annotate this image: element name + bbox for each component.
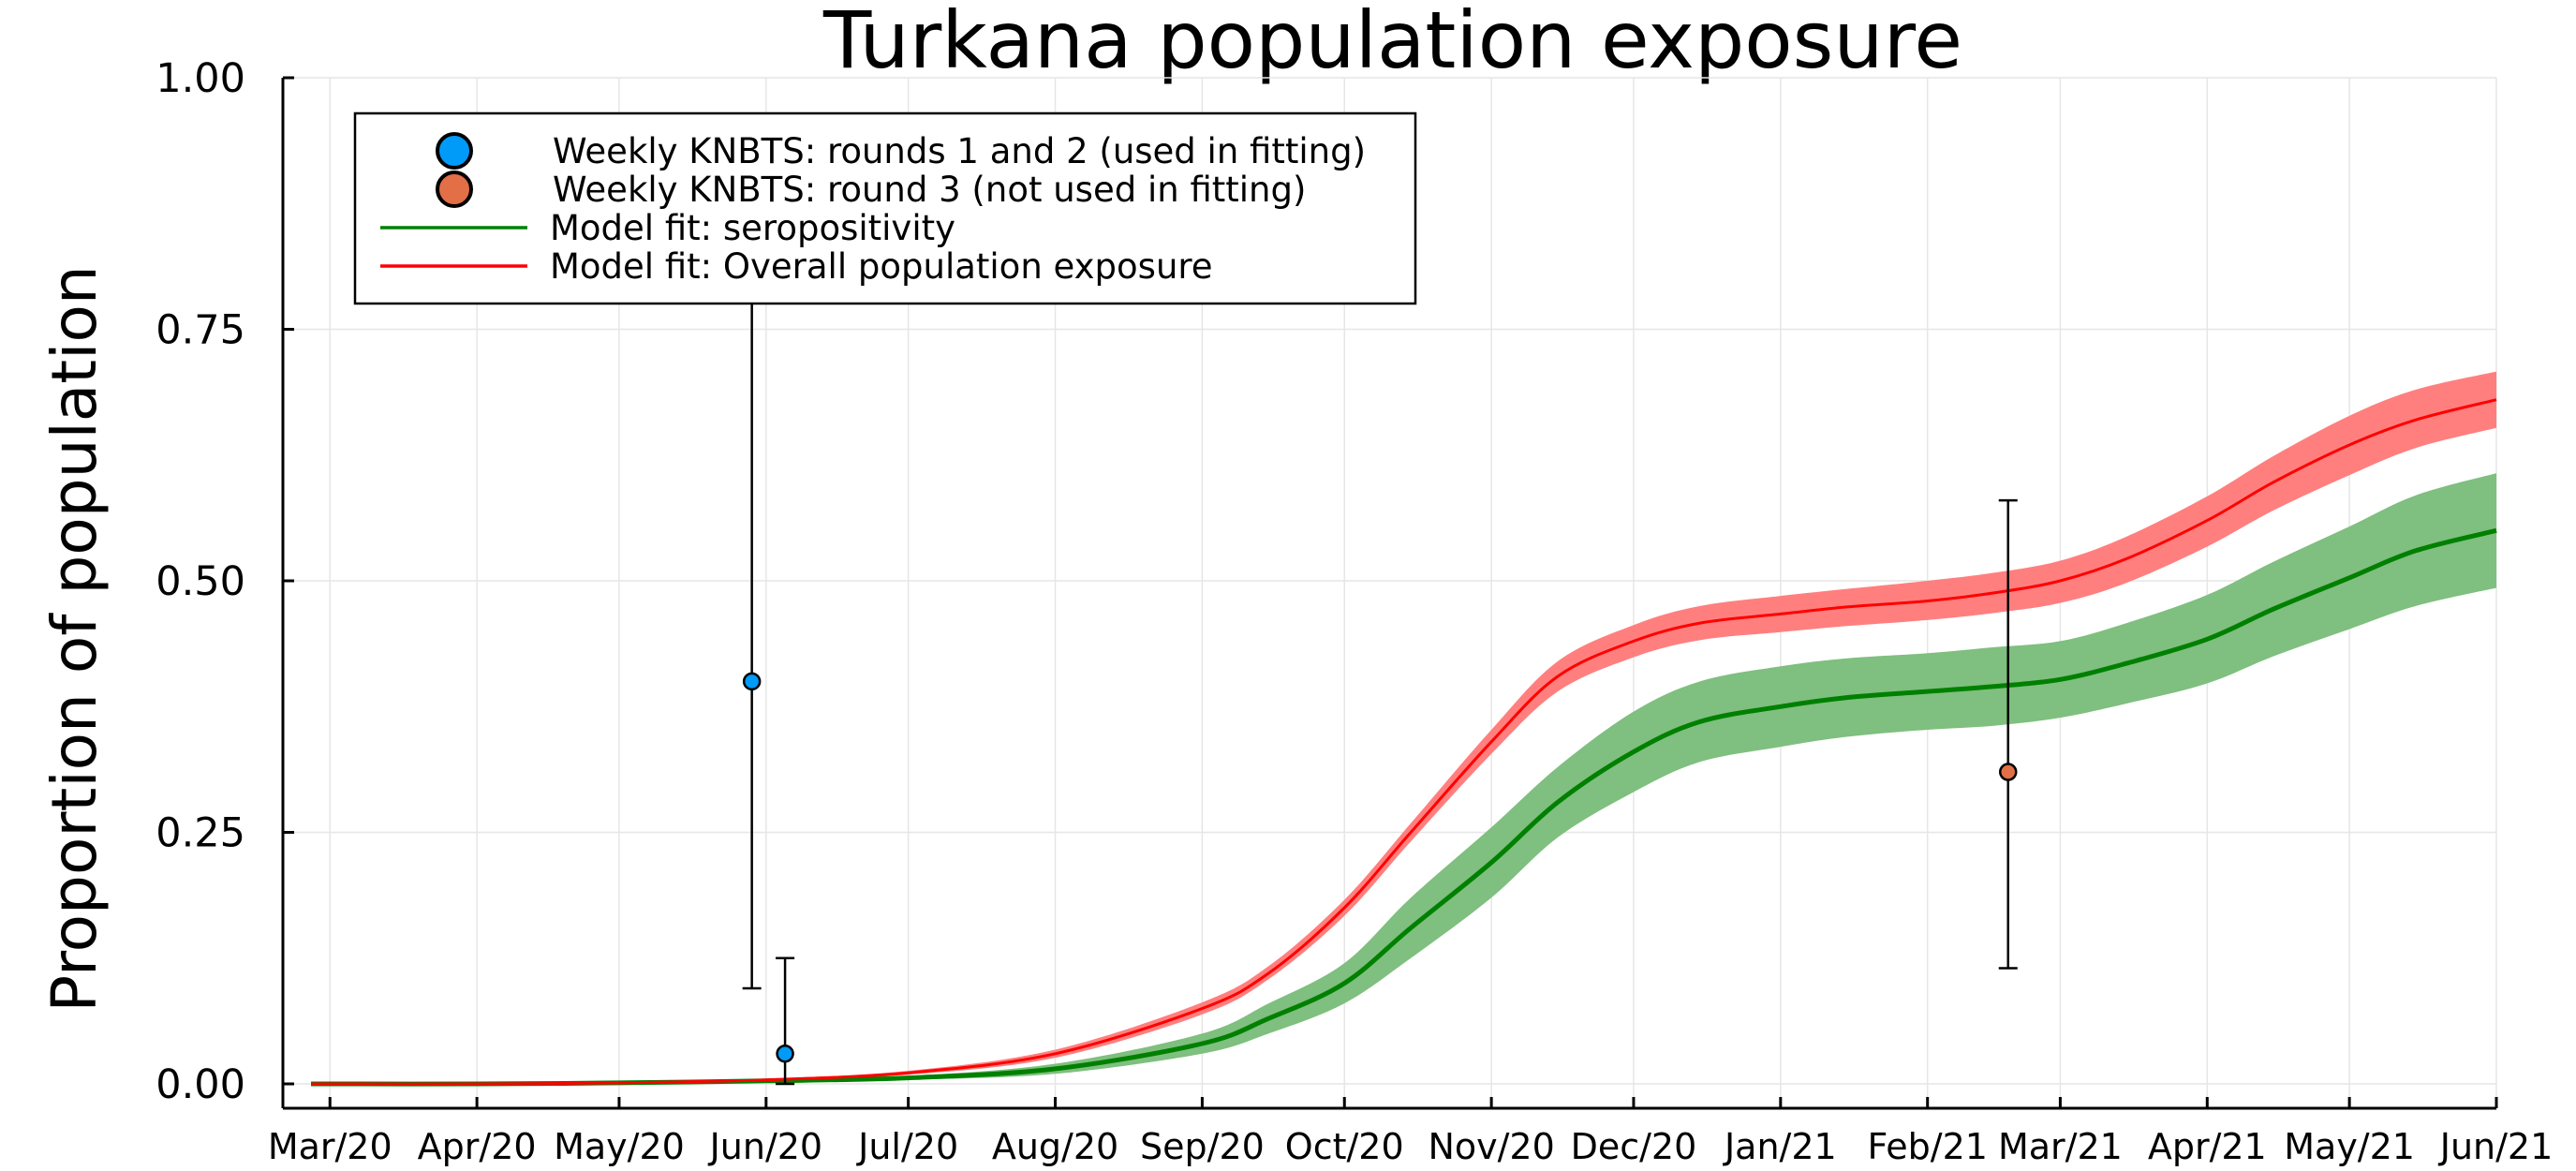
y-tick-label: 0.25 bbox=[155, 810, 245, 857]
y-axis-label: Proportion of population bbox=[38, 265, 111, 1012]
x-tick-label: May/21 bbox=[2284, 1126, 2415, 1167]
x-tick-label: Jul/20 bbox=[856, 1126, 958, 1167]
x-tick-label: Mar/21 bbox=[1998, 1126, 2123, 1167]
x-tick-label: Sep/20 bbox=[1140, 1126, 1265, 1167]
x-tick-label: Apr/21 bbox=[2148, 1126, 2267, 1167]
x-tick-label: Feb/21 bbox=[1867, 1126, 1987, 1167]
y-tick-label: 0.75 bbox=[155, 307, 245, 354]
seropositivity-band bbox=[311, 473, 2496, 1085]
overall-line bbox=[310, 398, 2497, 1086]
x-tick-label: Jun/20 bbox=[708, 1126, 823, 1167]
data-point bbox=[776, 1045, 794, 1063]
seropositivity-line bbox=[310, 527, 2497, 1087]
y-tick-label: 0.00 bbox=[155, 1061, 245, 1108]
x-tick-label: Aug/20 bbox=[992, 1126, 1118, 1167]
legend-label: Weekly KNBTS: round 3 (not used in fitti… bbox=[553, 170, 1306, 210]
data-points bbox=[742, 298, 2018, 1086]
legend: Weekly KNBTS: rounds 1 and 2 (used in fi… bbox=[353, 111, 1417, 305]
y-tick-label: 1.00 bbox=[155, 55, 245, 102]
model-lines bbox=[310, 398, 2497, 1087]
x-tick-label: Apr/20 bbox=[418, 1126, 537, 1167]
legend-box bbox=[353, 111, 1417, 305]
confidence-bands bbox=[311, 371, 2496, 1085]
legend-label: Model fit: seropositivity bbox=[550, 208, 955, 248]
axes: Mar/20 Apr/20 May/20 Jun/20 Jul/20 Aug/20 Sep/… bbox=[155, 55, 2553, 1167]
legend-label: Weekly KNBTS: rounds 1 and 2 (used in fi… bbox=[553, 131, 1366, 171]
y-tick-label: 0.50 bbox=[155, 558, 245, 605]
legend-label: Model fit: Overall population exposure bbox=[550, 246, 1213, 287]
x-tick-label: Dec/20 bbox=[1571, 1126, 1697, 1167]
x-tick-label: Mar/20 bbox=[268, 1126, 392, 1167]
chart-title: Turkana population exposure bbox=[822, 0, 1962, 86]
data-point bbox=[1998, 763, 2018, 781]
legend-marker-icon bbox=[436, 170, 473, 208]
x-tick-label: Oct/20 bbox=[1285, 1126, 1404, 1167]
x-tick-label: Jun/21 bbox=[2438, 1126, 2554, 1167]
x-tick-label: Jan/21 bbox=[1723, 1126, 1837, 1167]
legend-marker-icon bbox=[436, 132, 473, 170]
data-point bbox=[742, 672, 762, 691]
x-tick-label: May/20 bbox=[554, 1126, 685, 1167]
x-tick-label: Nov/20 bbox=[1428, 1126, 1554, 1167]
